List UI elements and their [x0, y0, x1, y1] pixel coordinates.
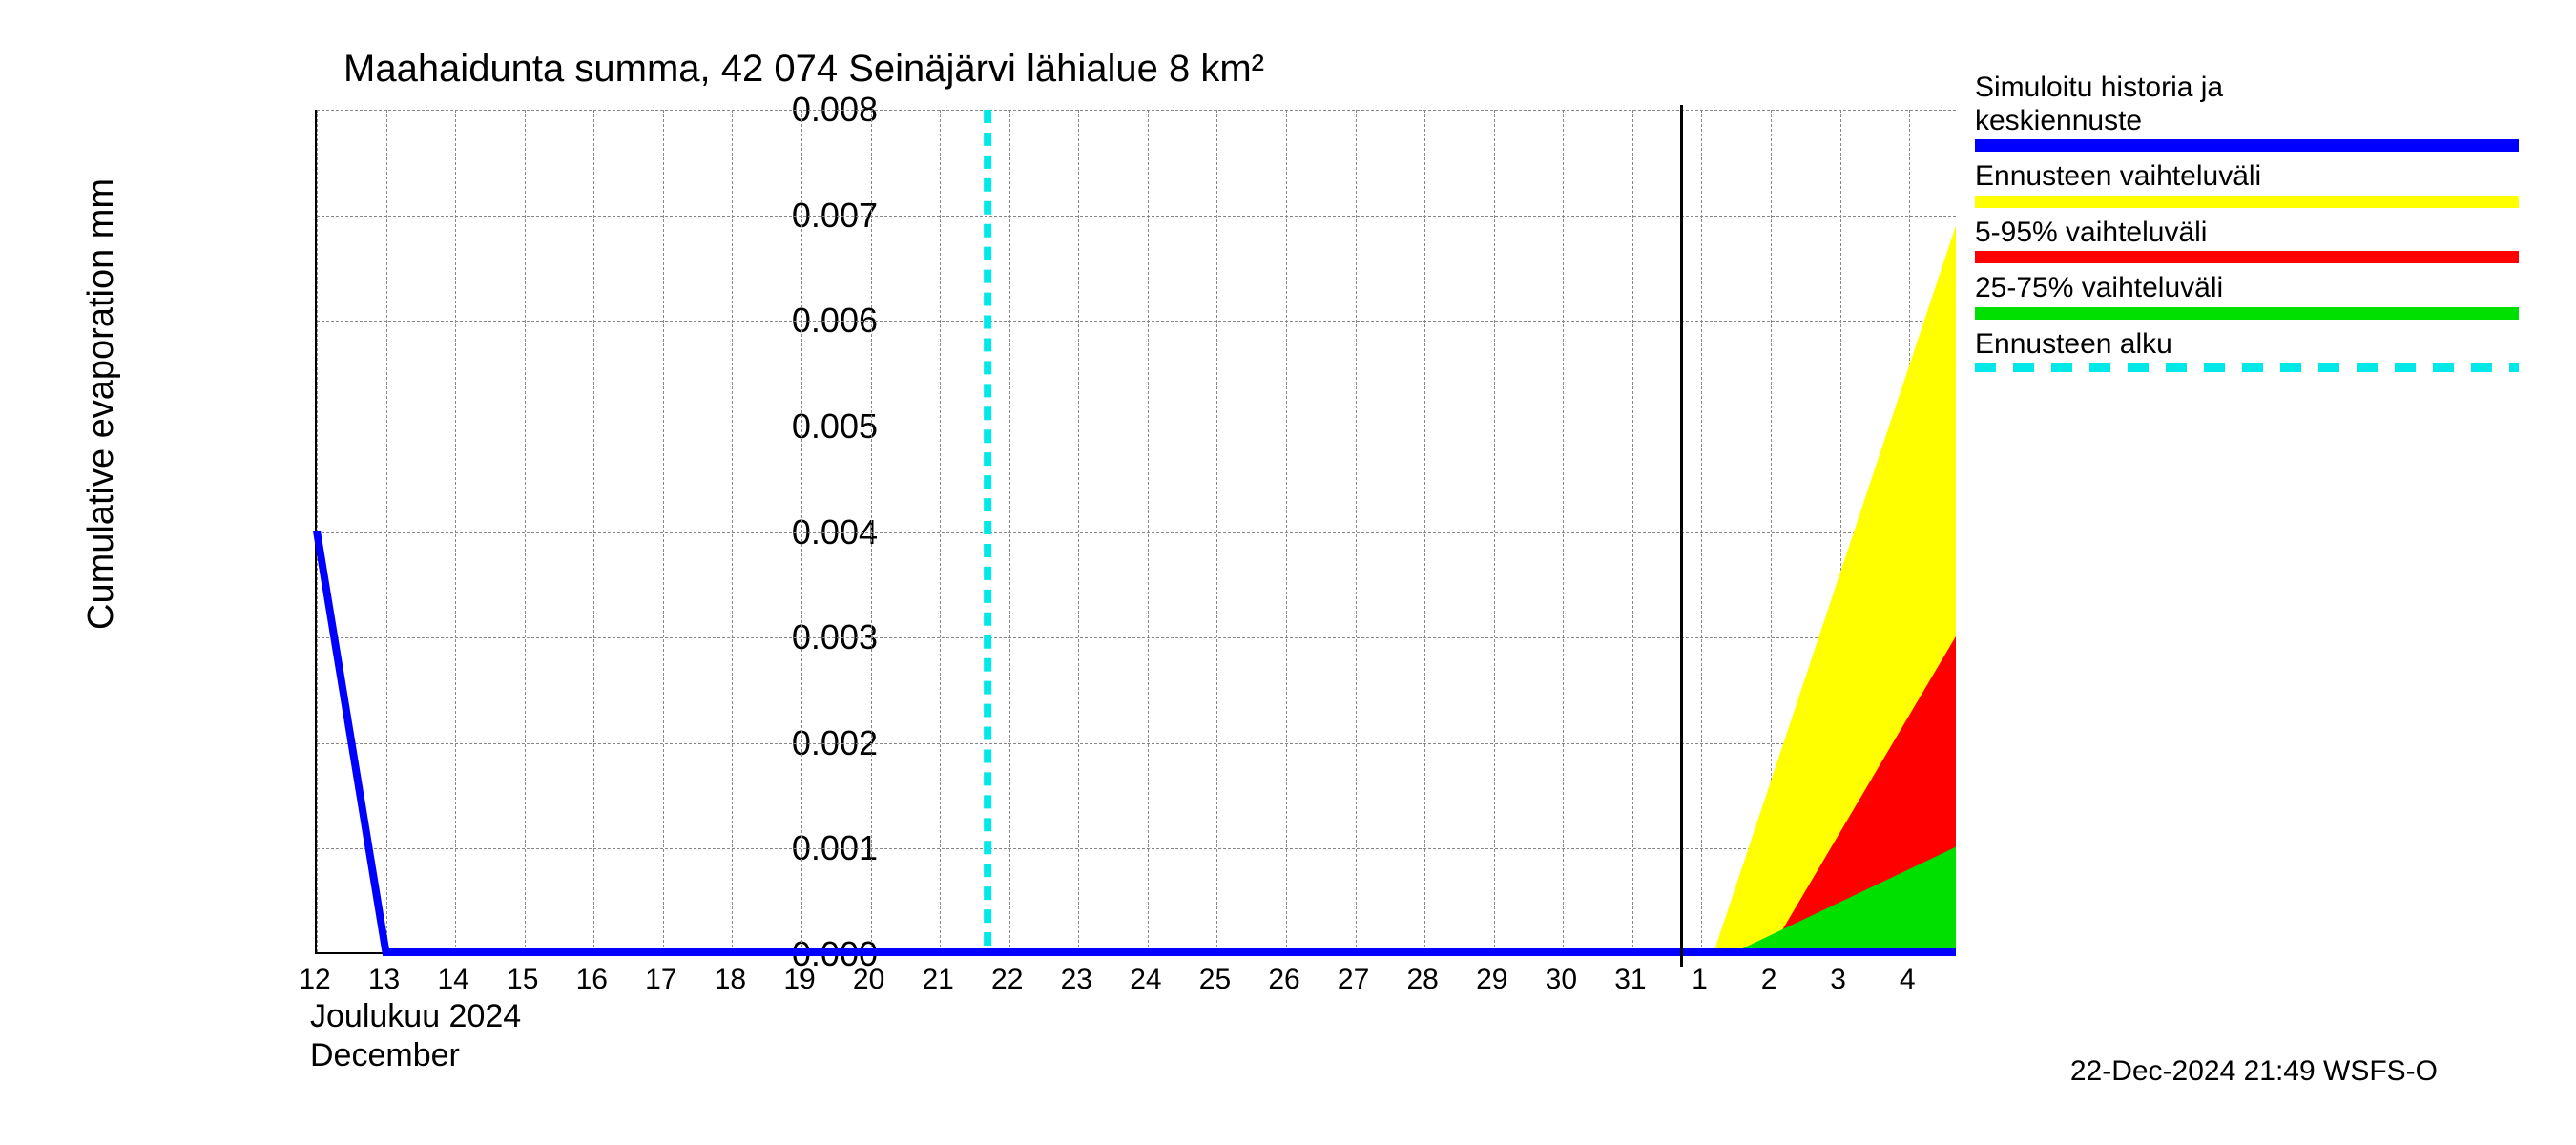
- xtick-label: 4: [1900, 964, 1916, 996]
- xtick-label: 28: [1406, 964, 1438, 996]
- legend-item: Simuloitu historia jakeskiennuste: [1975, 72, 2538, 152]
- xtick-label: 18: [715, 964, 746, 996]
- xtick-label: 1: [1692, 964, 1708, 996]
- legend-item: 5-95% vaihteluväli: [1975, 217, 2538, 264]
- timestamp: 22-Dec-2024 21:49 WSFS-O: [2070, 1055, 2438, 1088]
- x-axis-month-labels: Joulukuu 2024 December: [310, 997, 521, 1075]
- y-axis-label: Cumulative evaporation mm: [81, 178, 122, 630]
- xtick-label: 21: [922, 964, 953, 996]
- plot-svg: [317, 110, 1956, 952]
- xtick-label: 15: [507, 964, 538, 996]
- xtick-label: 31: [1614, 964, 1646, 996]
- chart-container: Maahaidunta summa, 42 074 Seinäjärvi läh…: [48, 19, 2528, 1126]
- xtick-label: 23: [1061, 964, 1092, 996]
- legend-item: Ennusteen alku: [1975, 328, 2538, 373]
- chart-title: Maahaidunta summa, 42 074 Seinäjärvi läh…: [343, 48, 1264, 91]
- legend-label: 5-95% vaihteluväli: [1975, 217, 2538, 250]
- xtick-label: 3: [1830, 964, 1846, 996]
- legend-swatch: [1975, 196, 2519, 208]
- history-mean-line: [317, 531, 1956, 953]
- legend-item: 25-75% vaihteluväli: [1975, 272, 2538, 320]
- xtick-label: 19: [783, 964, 815, 996]
- legend-item: Ennusteen vaihteluväli: [1975, 160, 2538, 208]
- xtick-label: 25: [1199, 964, 1231, 996]
- xtick-label: 29: [1476, 964, 1507, 996]
- legend-swatch: [1975, 307, 2519, 320]
- xtick-label: 24: [1130, 964, 1161, 996]
- legend-swatch: [1975, 251, 2519, 263]
- legend: Simuloitu historia jakeskiennuste Ennuste…: [1975, 72, 2538, 381]
- xtick-label: 22: [991, 964, 1023, 996]
- legend-label: Ennusteen alku: [1975, 328, 2538, 362]
- legend-label: Simuloitu historia jakeskiennuste: [1975, 72, 2538, 137]
- xtick-label: 26: [1268, 964, 1299, 996]
- xtick-label: 20: [853, 964, 884, 996]
- xtick-label: 27: [1338, 964, 1369, 996]
- legend-swatch: [1975, 139, 2519, 152]
- xtick-label: 2: [1761, 964, 1777, 996]
- legend-label: Ennusteen vaihteluväli: [1975, 160, 2538, 194]
- xtick-label: 16: [576, 964, 608, 996]
- xtick-label: 13: [368, 964, 400, 996]
- xtick-label: 14: [437, 964, 468, 996]
- legend-swatch: [1975, 363, 2519, 372]
- month-label-fi: Joulukuu 2024: [310, 997, 521, 1036]
- month-label-en: December: [310, 1036, 521, 1075]
- xtick-label: 17: [645, 964, 676, 996]
- month-separator: [1680, 105, 1683, 967]
- plot-area: [315, 110, 1956, 954]
- legend-label: 25-75% vaihteluväli: [1975, 272, 2538, 305]
- xtick-label: 12: [299, 964, 330, 996]
- xtick-label: 30: [1546, 964, 1577, 996]
